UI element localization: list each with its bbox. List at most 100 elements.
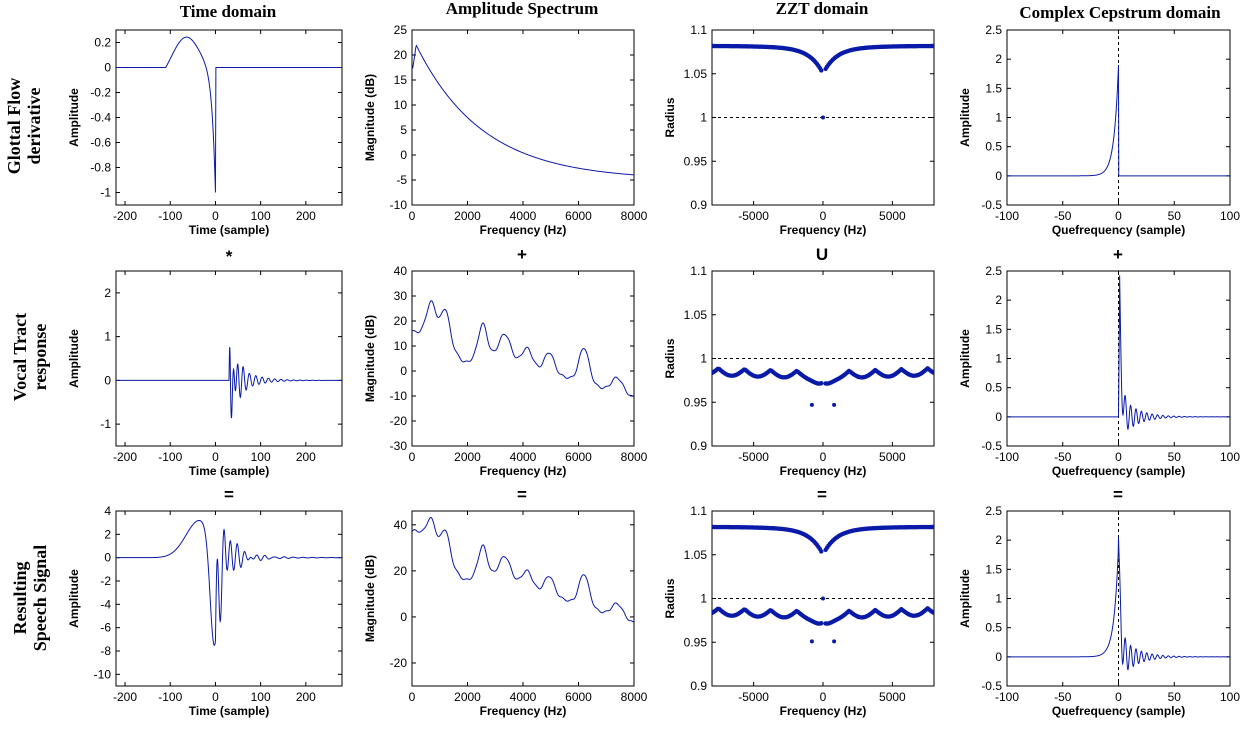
plot-area — [1007, 271, 1230, 446]
panel-vocal-tract-time: -200 -100 0 100 200 2 1 0 -1 Time (sample) Amplitu… — [67, 270, 343, 478]
x-axis-label: Quefrequency (sample) — [1052, 464, 1185, 478]
x-tick-label: 100 — [1220, 209, 1240, 223]
x-tick-label: 5000 — [879, 209, 906, 223]
x-tick-label: -50 — [1054, 450, 1072, 464]
series-line — [1007, 275, 1230, 431]
y-tick-label: -6 — [100, 621, 111, 635]
plot-area — [116, 36, 342, 193]
y-axis-label: Radius — [663, 97, 677, 137]
y-tick-label: 1 — [700, 111, 707, 125]
col-title-spectrum: Amplitude Spectrum — [446, 0, 599, 18]
series-line — [412, 516, 634, 624]
plot-area — [116, 347, 342, 419]
x-tick-label: 2000 — [454, 450, 481, 464]
series-line — [412, 44, 634, 176]
x-tick-label: 0 — [1115, 209, 1122, 223]
y-tick-label: 25 — [394, 23, 408, 37]
y-tick-label: 1.5 — [985, 81, 1002, 95]
plot-area — [712, 524, 934, 644]
panel-glottal-cepstrum: -100 -50 0 50 100 2.5 2 1.5 1 0.5 0 -0.5 Quefrequenc… — [958, 23, 1240, 237]
y-tick-label: 0 — [995, 410, 1002, 424]
x-axis-label: Frequency (Hz) — [480, 223, 567, 237]
row-label-vocal-tract: Vocal Tract response — [10, 313, 50, 401]
isolated-zero — [809, 639, 814, 644]
x-tick-label: 5000 — [879, 450, 906, 464]
x-tick-label: 5000 — [879, 690, 906, 704]
y-tick-label: 0 — [104, 61, 111, 75]
operator-plus-spectrum: + — [517, 245, 527, 264]
plot-area — [116, 519, 342, 646]
x-axis-label: Frequency (Hz) — [780, 464, 867, 478]
y-tick-label: 2 — [995, 52, 1002, 66]
x-axis-label: Frequency (Hz) — [780, 704, 867, 718]
y-tick-label: -0.5 — [981, 679, 1002, 693]
y-axis-label: Radius — [663, 338, 677, 378]
y-tick-label: 1 — [995, 592, 1002, 606]
series-line — [412, 300, 634, 398]
y-axis-label: Amplitude — [958, 569, 972, 628]
plot-area — [1007, 511, 1230, 686]
zero-point — [819, 549, 824, 554]
x-tick-label: 6000 — [565, 690, 592, 704]
zero-point — [819, 621, 824, 626]
x-tick-label: -50 — [1054, 209, 1072, 223]
zero-point — [819, 381, 824, 386]
y-tick-label: 1 — [104, 330, 111, 344]
isolated-zero — [821, 115, 825, 120]
x-tick-label: 0 — [1115, 690, 1122, 704]
x-tick-label: 200 — [296, 450, 316, 464]
x-tick-label: 0 — [212, 690, 219, 704]
x-axis-label: Quefrequency (sample) — [1052, 704, 1185, 718]
y-tick-label: 0.9 — [690, 679, 707, 693]
axes-frame — [411, 270, 635, 447]
y-tick-label: -0.5 — [981, 198, 1002, 212]
y-tick-label: -20 — [390, 656, 408, 670]
y-tick-label: -0.8 — [90, 161, 111, 175]
y-tick-label: 0.2 — [94, 36, 111, 50]
x-tick-label: -5000 — [738, 450, 769, 464]
y-tick-label: 15 — [394, 73, 408, 87]
y-tick-label: 0 — [995, 650, 1002, 664]
x-tick-label: -200 — [113, 209, 137, 223]
plot-area — [712, 358, 934, 407]
panel-speech-spectrum: 0 2000 4000 6000 8000 40 20 0 -20 Frequency (Hz) M… — [363, 510, 648, 718]
y-tick-label: 1 — [700, 352, 707, 366]
y-tick-label: 0.95 — [684, 395, 708, 409]
row-label-glottal: Glottal Flow derivative — [4, 78, 44, 175]
y-tick-label: 0.9 — [690, 439, 707, 453]
y-tick-label: 10 — [394, 339, 408, 353]
y-tick-label: -2 — [100, 574, 111, 588]
panel-glottal-spectrum: 0 2000 4000 6000 8000 25 20 15 10 5 0 -5 -10 Frequenc… — [363, 23, 648, 237]
y-tick-label: 0.5 — [985, 140, 1002, 154]
y-tick-label: 5 — [400, 123, 407, 137]
panel-glottal-time: -200 -100 0 100 200 0.2 0 -0.2 -0.4 -0.6 -0.8 -1 Tim… — [67, 29, 343, 237]
zero-point — [931, 610, 934, 615]
axes-frame — [411, 510, 635, 687]
y-tick-label: 0 — [995, 169, 1002, 183]
col-title-time: Time domain — [180, 2, 277, 21]
operator-equals-spectrum: = — [517, 485, 527, 504]
x-tick-label: 200 — [296, 209, 316, 223]
svg-text:Resulting: Resulting — [10, 561, 30, 634]
axes-frame — [411, 29, 635, 206]
y-tick-label: 2 — [104, 527, 111, 541]
plot-area — [412, 44, 634, 176]
y-tick-label: 4 — [104, 504, 111, 518]
svg-text:Speech Signal: Speech Signal — [30, 545, 50, 652]
y-tick-label: 2.5 — [985, 264, 1002, 278]
y-tick-label: 1.5 — [985, 322, 1002, 336]
y-tick-label: 40 — [394, 264, 408, 278]
y-axis-label: Magnitude (dB) — [363, 74, 377, 161]
y-tick-label: 1.1 — [690, 23, 707, 37]
x-tick-label: 100 — [1220, 690, 1240, 704]
y-tick-label: 1 — [700, 592, 707, 606]
panel-vocal-tract-cepstrum: -100 -50 0 50 100 2.5 2 1.5 1 0.5 0 -0.5 Quefrequenc… — [958, 264, 1240, 478]
y-tick-label: -8 — [100, 644, 111, 658]
x-tick-label: 100 — [1220, 450, 1240, 464]
y-tick-label: 40 — [394, 518, 408, 532]
panel-speech-zzt: -5000 0 5000 1.1 1.05 1 0.95 0.9 Frequency (Hz) R… — [663, 504, 935, 718]
x-tick-label: 0 — [820, 690, 827, 704]
x-tick-label: -100 — [158, 209, 182, 223]
plot-area — [712, 43, 934, 120]
operator-convolution: * — [226, 247, 233, 266]
